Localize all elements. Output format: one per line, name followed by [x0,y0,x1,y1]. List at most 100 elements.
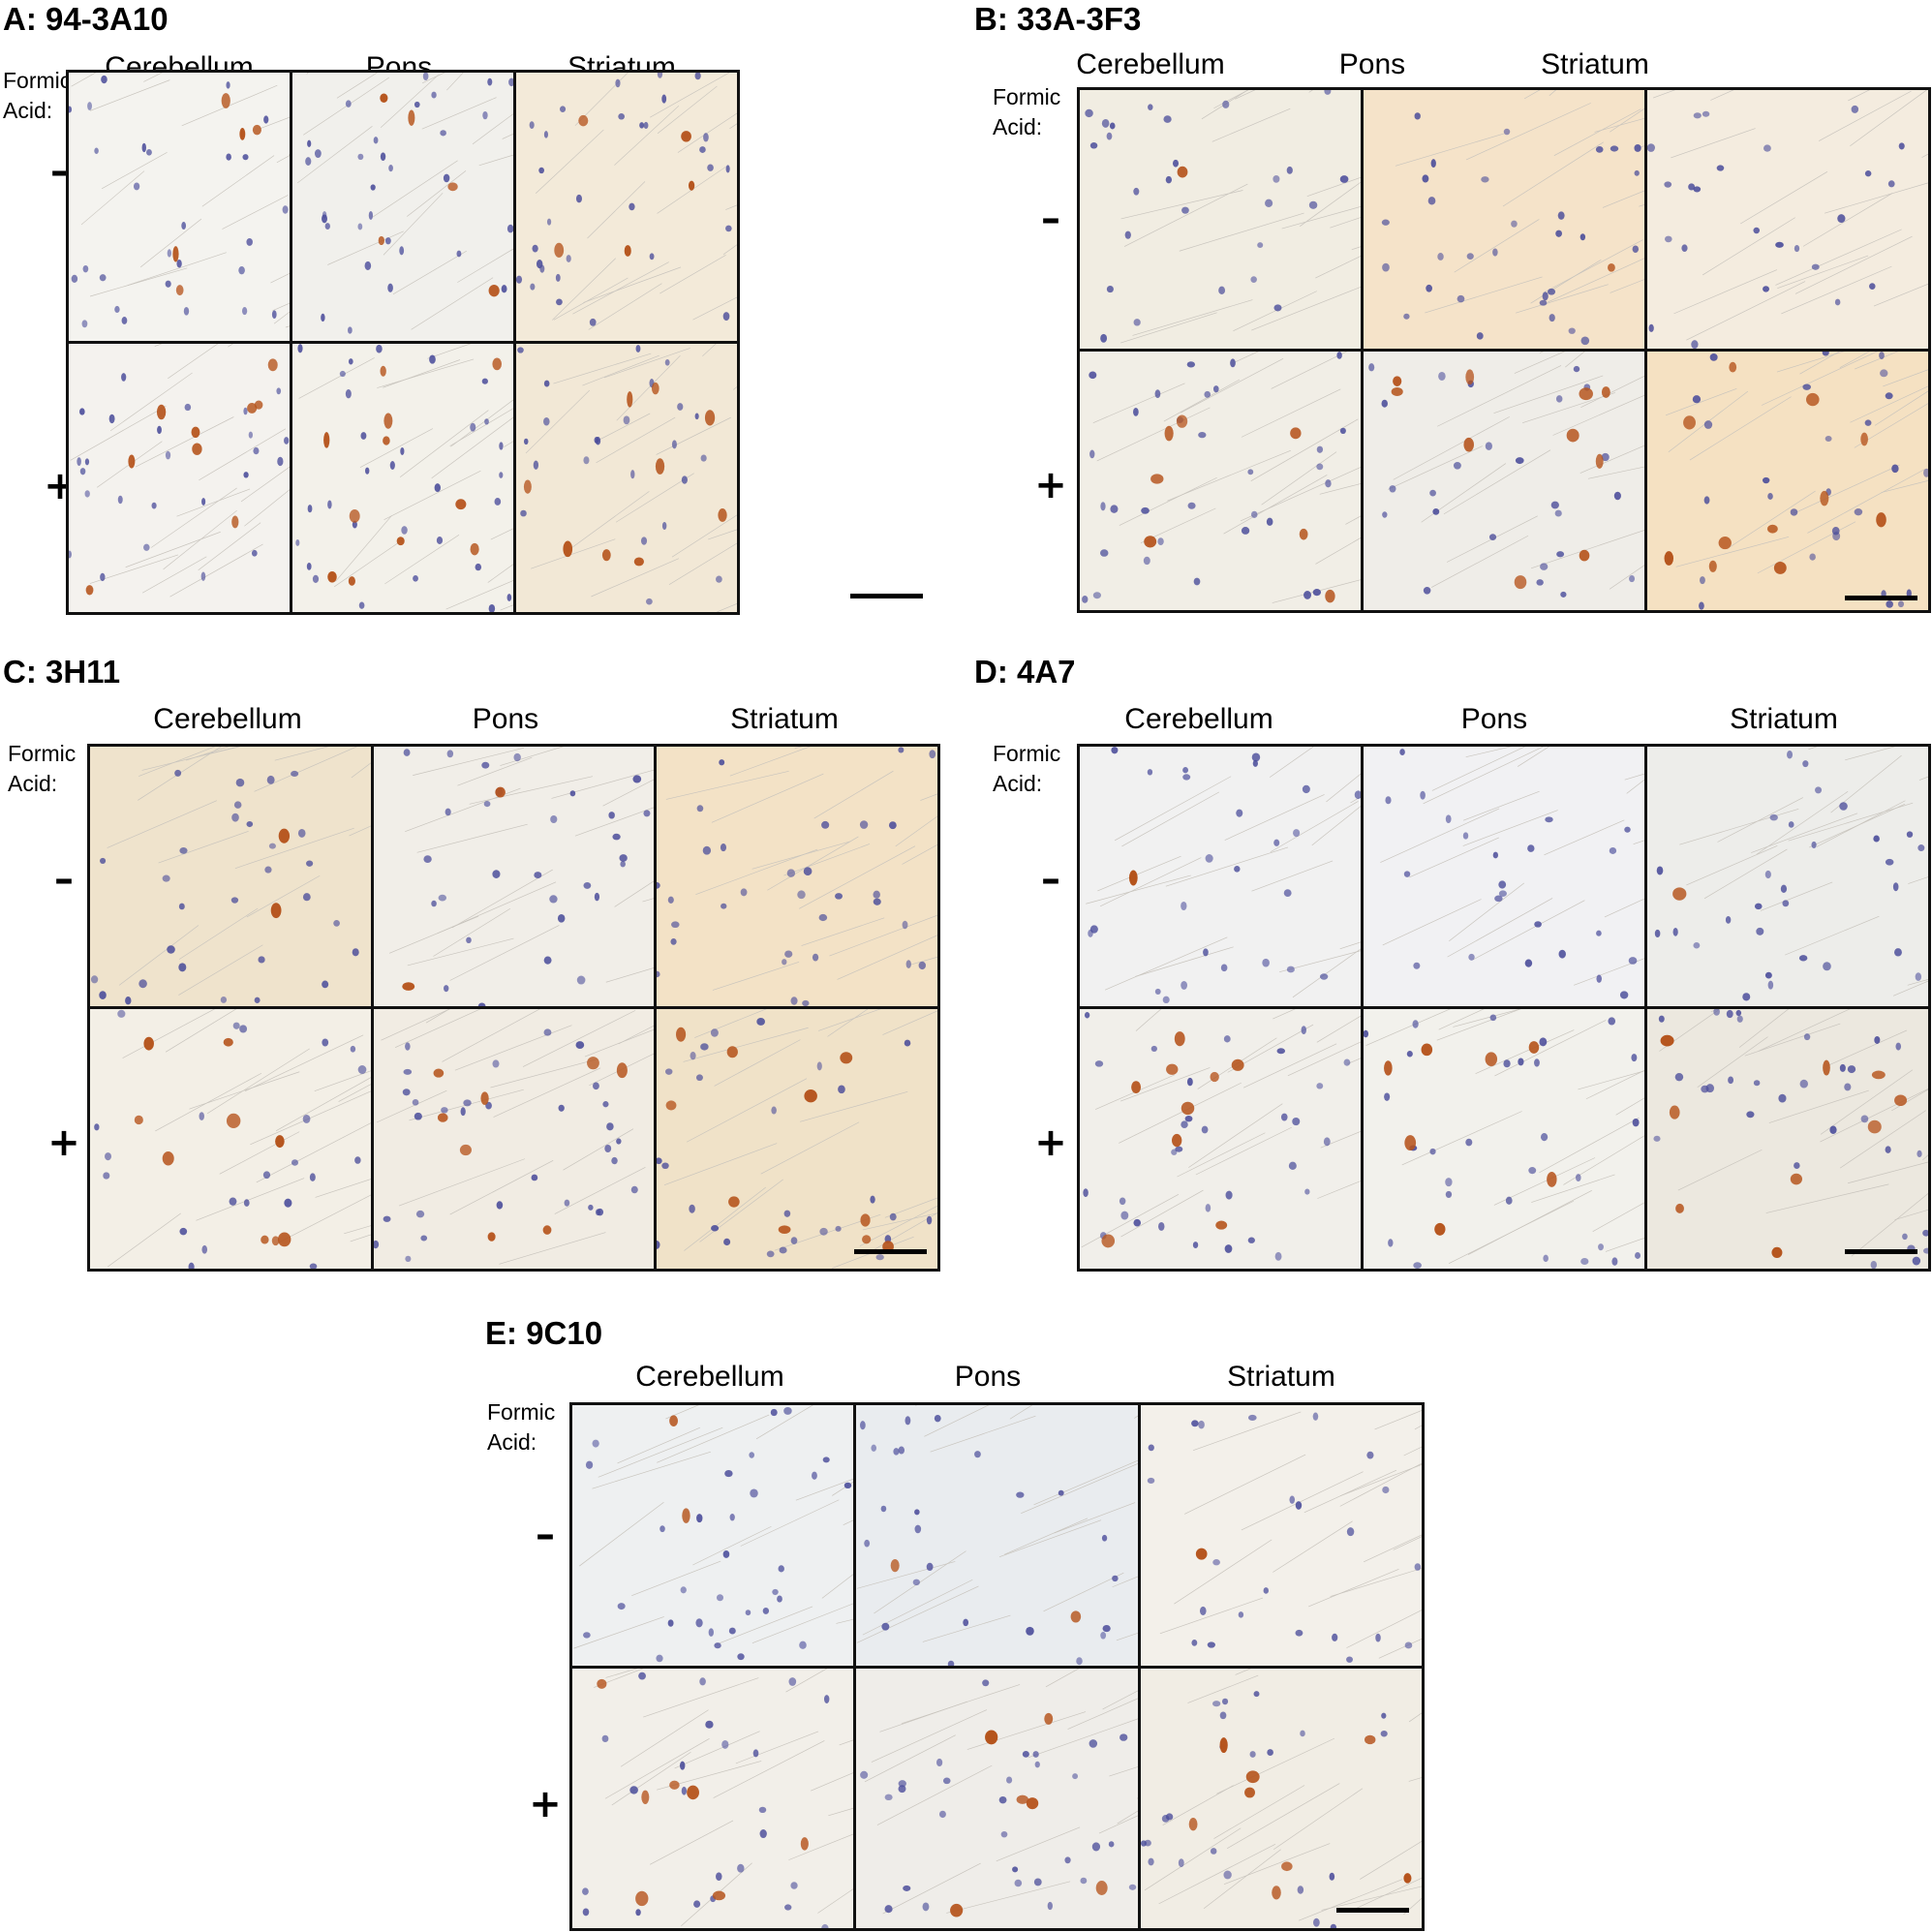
nucleus [201,498,206,506]
nucleus [99,991,107,999]
tissue-fiber [1192,1411,1302,1452]
nucleus [297,344,303,353]
stained-inclusion [261,1235,269,1244]
nucleus [1014,1879,1023,1886]
nucleus [1692,395,1702,404]
tissue-fiber [1308,90,1313,93]
nucleus [804,867,813,876]
tissue-fiber [1326,773,1361,803]
nucleus [179,1227,188,1236]
nucleus [1902,1233,1908,1241]
tissue-fiber [1300,181,1361,227]
nucleus [434,483,441,493]
nucleus [1385,796,1392,805]
nucleus [1700,576,1705,585]
nucleus [1699,601,1704,610]
nucleus [585,1460,594,1469]
nucleus [711,1028,720,1037]
nucleus [305,157,312,166]
tissue-fiber [1839,1110,1926,1169]
tissue-fiber [1235,1668,1251,1675]
stained-inclusion [1299,528,1308,540]
tissue-fiber [446,73,464,91]
tissue-fiber [1794,464,1900,514]
tissue-fiber [1637,145,1644,149]
nucleus [716,1594,724,1602]
nucleus [517,347,524,353]
tissue-fiber [1321,1886,1422,1911]
nucleus [707,164,714,171]
tissue-fiber [1431,747,1526,791]
tissue-fiber [902,844,937,865]
nucleus [790,997,798,1005]
tissue-fiber [125,531,221,568]
tissue-fiber [478,154,513,167]
nucleus [1580,1258,1589,1266]
tissue-fiber [882,1010,937,1035]
tissue-fiber [270,273,290,284]
stained-inclusion [704,410,716,426]
nucleus [1133,319,1141,326]
nucleus [594,892,599,902]
nucleus [1162,996,1170,1004]
stained-inclusion [349,509,360,523]
nucleus [1092,1841,1101,1851]
nucleus [974,1451,982,1458]
nucleus [884,1904,893,1913]
tissue-fiber [788,1832,854,1860]
tissue-fiber [735,1731,819,1763]
nucleus [307,139,312,148]
nucleus [818,913,828,922]
nucleus [721,903,727,909]
nucleus [483,801,491,808]
nucleus [771,1106,778,1115]
nucleus [927,1562,934,1572]
nucleus [513,752,521,762]
nucleus [1205,1204,1211,1212]
tissue-fiber [178,944,263,996]
nucleus [1219,1711,1227,1719]
stained-inclusion [1547,1171,1557,1187]
stained-inclusion [437,1113,448,1122]
stained-inclusion [1101,1234,1116,1248]
nucleus [246,238,253,246]
nucleus [1575,1174,1581,1181]
nucleus [302,1114,311,1123]
stained-inclusion [134,1115,143,1125]
row-sign-minus: – [536,1513,555,1557]
nucleus [1413,1262,1422,1269]
tissue-fiber [1539,1117,1640,1174]
nucleus [1283,889,1292,898]
nucleus [816,1061,823,1071]
nucleus [902,920,908,930]
nucleus [1922,1247,1928,1254]
nucleus [1839,1063,1846,1072]
tissue-fiber [740,1499,840,1547]
tissue-fiber [1808,747,1818,751]
stained-inclusion [578,114,589,127]
nucleus [226,81,230,89]
tissue-fiber [274,747,329,761]
nucleus [445,808,451,816]
tissue-fiber [1475,1029,1575,1075]
tissue-fiber [1380,808,1500,863]
nucleus [232,1022,240,1029]
nucleus [487,77,493,86]
nucleus [327,500,332,509]
nucleus [587,1204,594,1211]
nucleus [1308,200,1318,209]
nucleus [1102,1534,1108,1542]
formic-label-line1: Formic [993,741,1061,766]
nucleus [1543,1254,1549,1263]
nucleus [1301,1026,1306,1035]
tissue-fiber [1119,476,1217,526]
tissue-fiber [692,1525,772,1566]
formic-label-line2: Acid: [487,1429,537,1455]
nucleus [1089,1738,1098,1748]
tissue-fiber [1317,1181,1361,1199]
stained-inclusion [676,1027,687,1042]
nucleus [671,921,680,929]
nucleus [1374,1633,1381,1642]
tissue-fiber [801,917,885,946]
nucleus [1364,1029,1369,1038]
